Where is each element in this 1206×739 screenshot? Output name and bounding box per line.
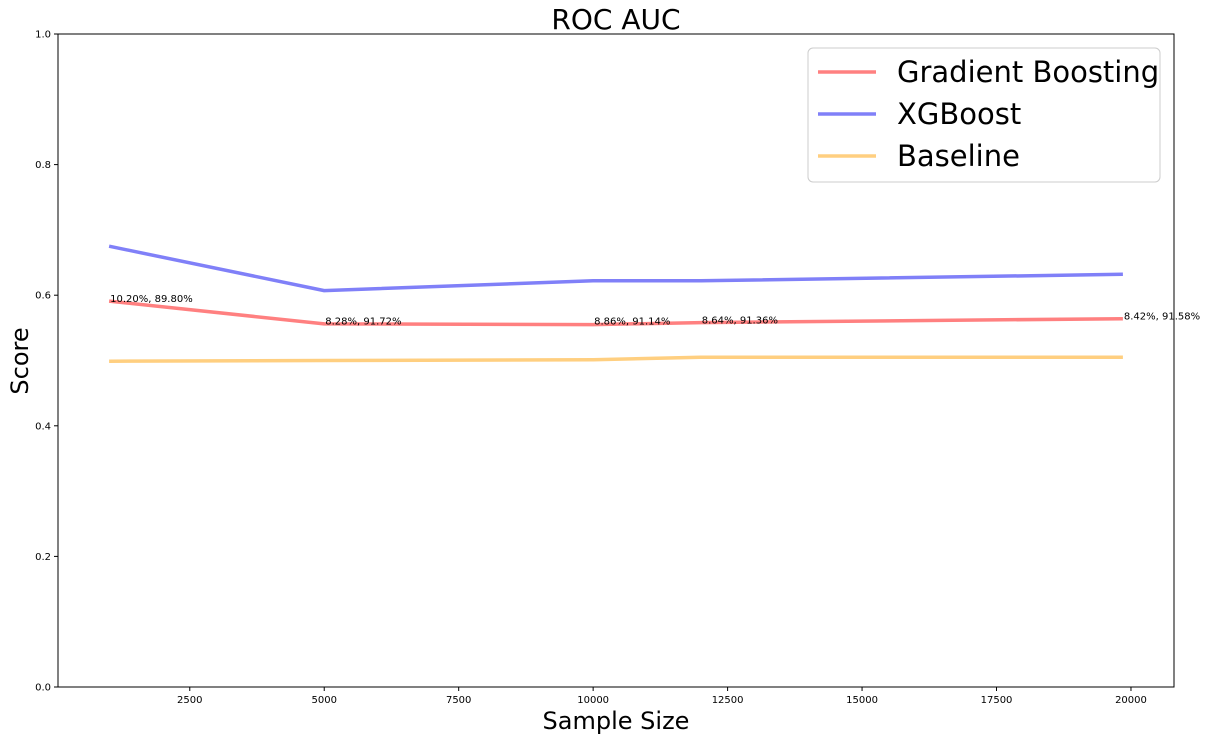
x-tick-label: 12500 xyxy=(712,695,744,706)
x-tick-label: 20000 xyxy=(1115,695,1147,706)
series-line-gradient-boosting xyxy=(108,299,1123,327)
y-tick-label: 0.8 xyxy=(35,160,51,171)
legend-label-xgboost: XGBoost xyxy=(897,97,1021,131)
x-tick-label: 10000 xyxy=(577,695,609,706)
y-tick-label: 0.6 xyxy=(35,291,51,302)
x-axis-ticks: 2500 5000 7500 10000 12500 15000 17500 20000 xyxy=(177,687,1147,706)
y-axis-ticks: 0.0 0.2 0.4 0.6 0.8 1.0 xyxy=(35,30,58,694)
x-tick-label: 15000 xyxy=(846,695,878,706)
series-line-xgboost xyxy=(108,244,1123,293)
x-tick-label: 5000 xyxy=(311,695,336,706)
chart-title: ROC AUC xyxy=(551,3,680,36)
data-annotation: 8.28%, 91.72% xyxy=(325,317,401,328)
y-tick-label: 0.4 xyxy=(35,421,51,432)
data-annotation: 8.42%, 91.58% xyxy=(1124,311,1200,322)
data-annotation: 10.20%, 89.80% xyxy=(110,294,193,305)
legend-label-gradient-boosting: Gradient Boosting xyxy=(897,55,1159,89)
plot-frame xyxy=(57,33,1175,688)
data-annotations: 10.20%, 89.80% 8.28%, 91.72% 8.86%, 91.14%… xyxy=(110,294,1200,328)
series-line-baseline xyxy=(109,355,1123,363)
y-tick-label: 0.0 xyxy=(35,683,51,694)
x-tick-label: 17500 xyxy=(981,695,1013,706)
legend: Gradient Boosting XGBoost Baseline xyxy=(807,47,1161,183)
x-tick-label: 2500 xyxy=(177,695,202,706)
plot-area xyxy=(108,244,1123,363)
data-annotation: 8.86%, 91.14% xyxy=(594,317,670,328)
data-annotation: 8.64%, 91.36% xyxy=(702,315,778,326)
x-axis-label: Sample Size xyxy=(543,707,690,735)
legend-label-baseline: Baseline xyxy=(897,139,1020,173)
y-axis-label: Score xyxy=(6,327,34,394)
x-tick-label: 7500 xyxy=(446,695,471,706)
y-tick-label: 1.0 xyxy=(35,30,51,41)
legend-box xyxy=(807,47,1161,183)
y-tick-label: 0.2 xyxy=(35,552,51,563)
